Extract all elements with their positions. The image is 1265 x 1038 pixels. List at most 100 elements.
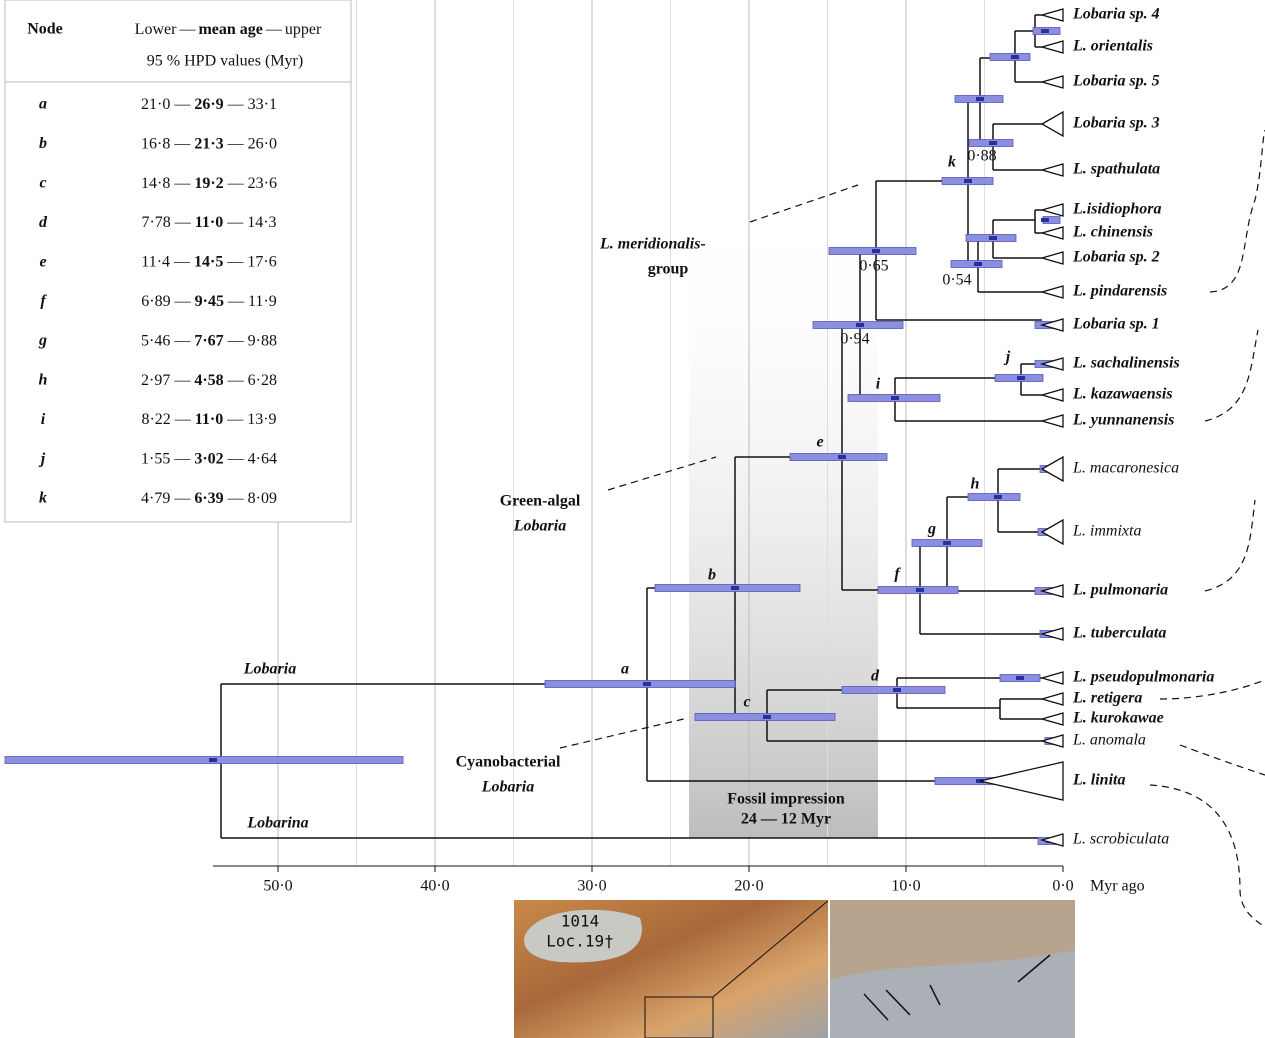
hpd-mean: [763, 715, 771, 719]
tip-clade: [1042, 204, 1063, 216]
hpd-mean: [989, 236, 997, 240]
value-part: 2·97: [141, 371, 170, 388]
tip-clade: [980, 762, 1063, 800]
tip-label: L. macaronesica: [1072, 460, 1179, 477]
value-part: 11·9: [248, 293, 277, 310]
row-node: k: [39, 490, 47, 507]
value-part: —: [173, 490, 191, 507]
support-value: 0·94: [840, 331, 869, 348]
tip-clade: [1042, 585, 1063, 597]
node-label: f: [894, 566, 901, 583]
value-part: 9·88: [248, 332, 277, 349]
value-part: —: [173, 332, 191, 349]
hpd-mean: [1017, 376, 1025, 380]
row-values: 2·97—4·58—6·28: [141, 371, 277, 388]
x-tick-label: 50·0: [263, 878, 292, 895]
tip-clade: [1042, 713, 1063, 725]
tip-label: L. pseudopulmonaria: [1072, 669, 1214, 686]
value-part: 11·4: [141, 253, 170, 270]
tip-clade: [1042, 693, 1063, 705]
value-part: 8·09: [248, 490, 277, 507]
value-part: —: [173, 174, 191, 191]
row-values: 5·46—7·67—9·88: [141, 332, 277, 349]
value-part: —: [174, 411, 192, 428]
hpd-mean: [916, 588, 924, 592]
bracket: [1180, 745, 1265, 775]
value-part: 13·9: [247, 411, 276, 428]
value-part: —: [173, 253, 191, 270]
tip-clade: [1042, 112, 1063, 136]
tip-clade: [1042, 252, 1063, 264]
value-part: 17·6: [247, 253, 276, 270]
clade-label: L. meridionalis-: [599, 236, 706, 253]
tip-clade: [1042, 41, 1063, 53]
tip-label: Lobaria sp. 1: [1072, 316, 1160, 333]
value-part: —: [173, 96, 191, 113]
value-part: 11·0: [195, 411, 223, 428]
value-part: —: [173, 371, 191, 388]
row-values: 7·78—11·0—14·3: [141, 214, 276, 231]
table-header: Node: [27, 21, 63, 38]
row-values: 16·8—21·3—26·0: [141, 135, 277, 152]
value-part: —: [227, 450, 245, 467]
row-node: c: [39, 174, 46, 191]
value-part: —: [227, 174, 245, 191]
value-part: —: [174, 214, 192, 231]
row-node: b: [39, 135, 47, 152]
value-part: —: [174, 293, 192, 310]
hpd-mean: [1041, 29, 1049, 33]
value-part: 16·8: [141, 135, 170, 152]
row-node: i: [41, 411, 46, 428]
tip-label: L. anomala: [1072, 732, 1146, 749]
value-part: —: [173, 135, 191, 152]
hpd-mean: [943, 541, 951, 545]
bracket: [1205, 500, 1255, 591]
node-label: g: [927, 521, 936, 538]
tip-clade: [1042, 358, 1063, 370]
tip-label: Lobaria sp. 2: [1072, 249, 1160, 266]
node-label: h: [971, 476, 980, 493]
tip-label: L. orientalis: [1072, 38, 1153, 55]
hpd-mean: [1041, 218, 1049, 222]
value-part: 7·78: [141, 214, 170, 231]
fossil-range: [689, 200, 878, 838]
hpd-bar: [545, 681, 735, 688]
row-values: 4·79—6·39—8·09: [141, 490, 277, 507]
hpd-mean: [994, 495, 1002, 499]
row-node: g: [38, 332, 47, 349]
clade-label: Lobaria: [243, 661, 296, 678]
value-part: 33·1: [248, 96, 277, 113]
hpd-mean: [893, 688, 901, 692]
node-label: d: [871, 668, 880, 685]
bracket: [1210, 130, 1265, 292]
value-part: 14·8: [141, 174, 170, 191]
value-part: —: [227, 293, 245, 310]
node-label: e: [816, 434, 823, 451]
value-part: —: [173, 450, 191, 467]
row-node: h: [39, 371, 48, 388]
support-value: 0·54: [942, 272, 971, 289]
fossil-label: 24 — 12 Myr: [741, 811, 831, 828]
value-part: 8·22: [141, 411, 170, 428]
clade-label: group: [648, 261, 689, 278]
figure: 50·040·030·020·010·00·0Myr agoNodeLower—…: [0, 0, 1265, 1038]
support-value: 0·88: [967, 148, 996, 165]
row-values: 8·22—11·0—13·9: [141, 411, 276, 428]
tip-label: L.isidiophora: [1072, 201, 1161, 218]
fossil-label: Fossil impression: [727, 791, 845, 808]
node-label: c: [743, 694, 750, 711]
bracket: [1205, 330, 1258, 421]
value-part: 21·0: [141, 96, 170, 113]
node-label: b: [708, 567, 716, 584]
header-part: mean age: [198, 21, 262, 38]
value-part: 6·39: [194, 490, 223, 507]
tip-label: L. scrobiculata: [1072, 831, 1169, 848]
tip-label: L. spathulata: [1072, 161, 1160, 178]
tip-clade: [1042, 164, 1063, 176]
tip-clade: [1042, 76, 1063, 88]
tip-clade: [1042, 672, 1063, 684]
value-part: 23·6: [248, 174, 277, 191]
value-part: 5·46: [141, 332, 170, 349]
node-label: j: [1003, 349, 1011, 366]
bracket: [1150, 785, 1262, 925]
